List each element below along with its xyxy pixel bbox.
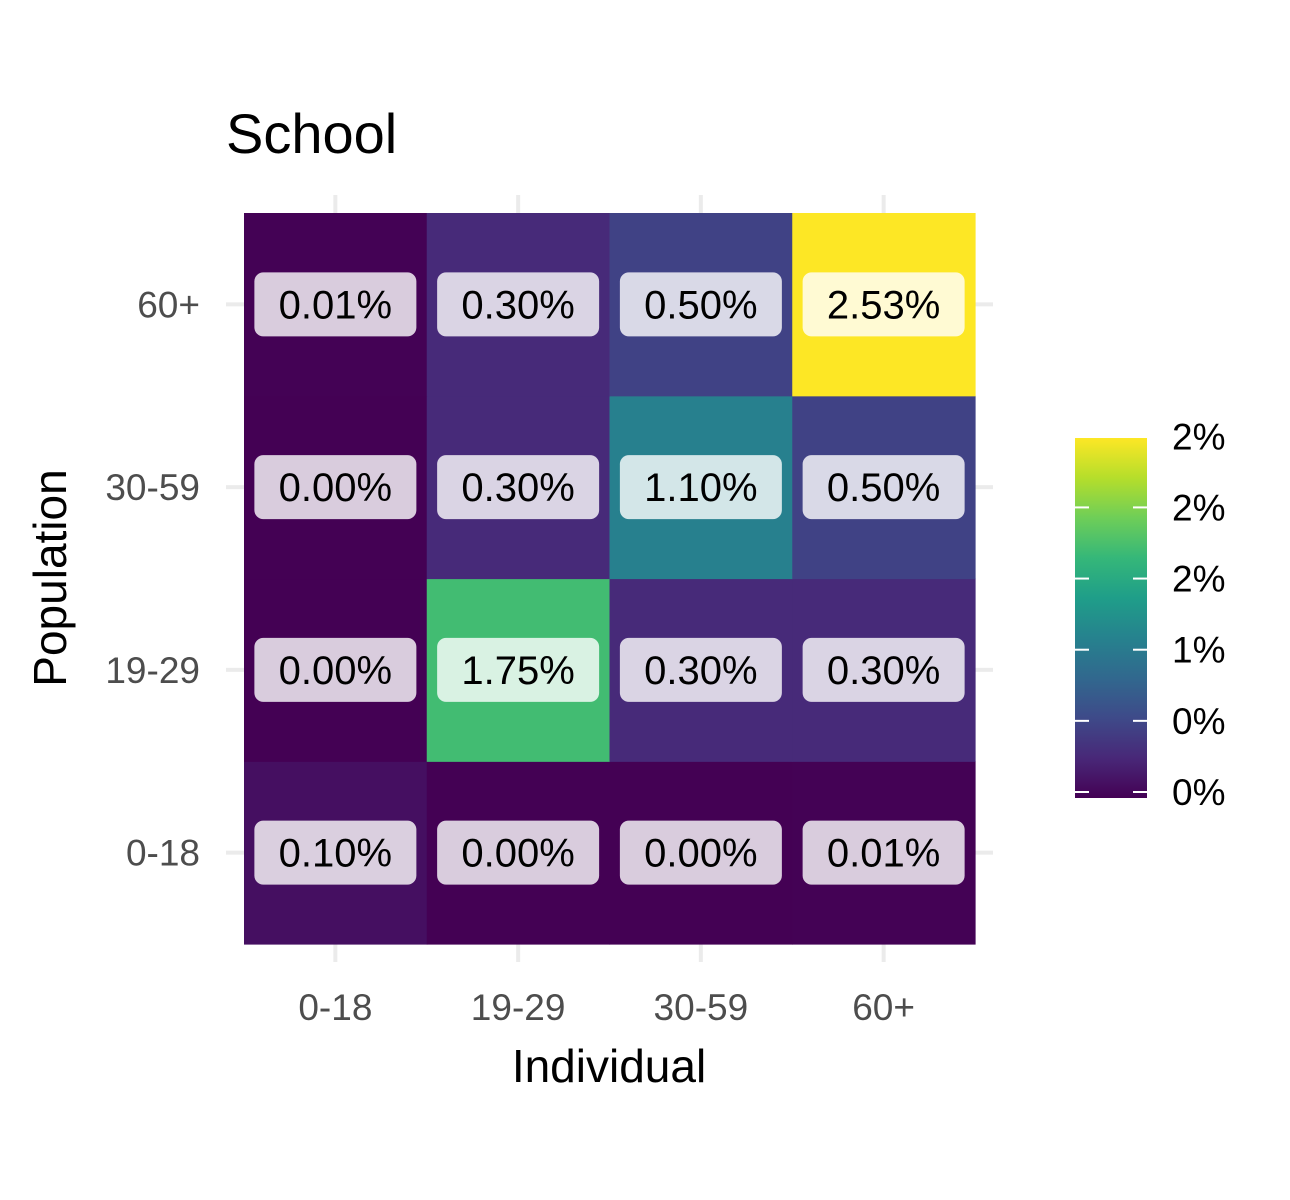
y-tick-label: 60+ [137, 284, 200, 325]
cell-label-box [254, 637, 417, 702]
color-legend-ticks: 0% 0% 1% 2% 2% 2% [1075, 416, 1225, 813]
cell-value-label: 0.30% [461, 466, 574, 510]
cell-value-label: 0.00% [644, 832, 757, 876]
legend-tick-label: 1% [1172, 630, 1225, 671]
y-axis-title: Population [24, 469, 76, 686]
cell-value-label: 2.53% [827, 283, 940, 327]
cell-label-box [254, 272, 417, 337]
y-axis-ticks: 0-18 19-29 30-59 60+ [105, 284, 200, 873]
color-legend-bar [1075, 438, 1147, 798]
legend-tick-label: 2% [1172, 559, 1225, 600]
cell-value-label: 0.50% [644, 283, 757, 327]
legend-tick-label: 2% [1172, 487, 1225, 528]
cell-label-box [437, 820, 600, 885]
cell-label-box [619, 637, 782, 702]
cell-label-box [619, 455, 782, 520]
x-tick-label: 0-18 [298, 987, 372, 1028]
cell-label-box [619, 820, 782, 885]
cell-value-label: 0.00% [461, 832, 574, 876]
cell-value-label: 1.75% [461, 649, 574, 693]
legend-tick-label: 0% [1172, 701, 1225, 742]
cell-value-label: 1.10% [644, 466, 757, 510]
cell-value-label: 0.30% [827, 649, 940, 693]
cell-label-box [802, 272, 965, 337]
cell-label-box [802, 820, 965, 885]
x-tick-label: 60+ [852, 987, 915, 1028]
cell-value-label: 0.10% [279, 832, 392, 876]
y-tick-label: 19-29 [105, 650, 200, 691]
legend-tick-label: 2% [1172, 416, 1225, 457]
x-tick-label: 19-29 [471, 987, 566, 1028]
cell-label-box [619, 272, 782, 337]
x-axis-ticks: 0-18 19-29 30-59 60+ [298, 987, 915, 1028]
cell-value-label: 0.01% [827, 832, 940, 876]
cell-value-label: 0.30% [644, 649, 757, 693]
cell-label-box [254, 820, 417, 885]
y-tick-label: 30-59 [105, 467, 200, 508]
chart-title: School [226, 102, 397, 165]
legend-tick-label: 0% [1172, 772, 1225, 813]
x-axis-title: Individual [512, 1040, 706, 1092]
cell-label-box [437, 637, 600, 702]
cell-label-box [802, 455, 965, 520]
cell-label-box [437, 455, 600, 520]
cell-value-label: 0.01% [279, 283, 392, 327]
y-tick-label: 0-18 [126, 833, 200, 874]
cell-label-box [437, 272, 600, 337]
cell-value-label: 0.00% [279, 649, 392, 693]
cell-label-box [254, 455, 417, 520]
cell-labels: 0.10% 0.00% 0.00% 0.01% 0.00% 1.75% 0.30% 0.30%… [254, 272, 965, 885]
x-tick-label: 30-59 [654, 987, 749, 1028]
cell-value-label: 0.50% [827, 466, 940, 510]
cell-value-label: 0.00% [279, 466, 392, 510]
color-legend: 0% 0% 1% 2% 2% 2% [1075, 416, 1225, 813]
cell-value-label: 0.30% [461, 283, 574, 327]
cell-label-box [802, 637, 965, 702]
